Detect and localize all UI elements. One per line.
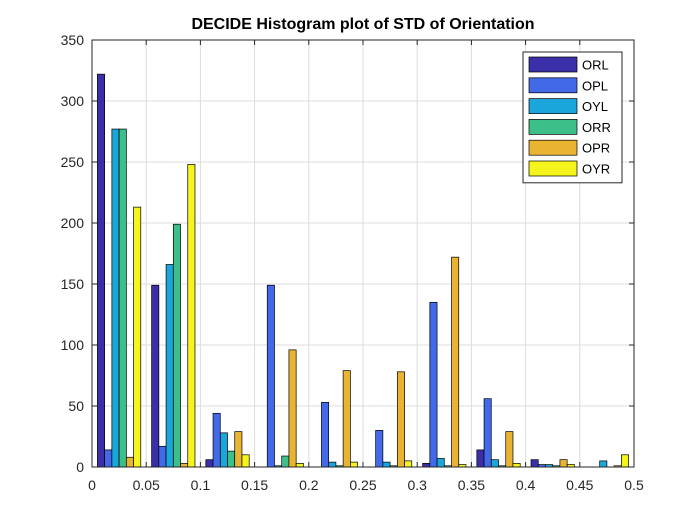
bar-oyr — [241, 454, 250, 468]
bar-orl — [530, 459, 539, 468]
bar-oyl — [436, 458, 445, 468]
x-tick-label: 0.05 — [133, 477, 160, 493]
y-tick-label: 200 — [61, 215, 85, 231]
bar-orl — [97, 73, 105, 468]
y-axis: 0 50 100 150 200 250 300 350 — [61, 32, 634, 475]
y-tick-label: 350 — [61, 32, 85, 48]
bar-opl — [266, 284, 275, 468]
bar-oyl — [490, 459, 499, 468]
y-tick-label: 50 — [68, 398, 84, 414]
legend-swatch — [528, 56, 578, 73]
bar-oyr — [404, 460, 413, 468]
bar-orl — [151, 284, 160, 468]
bar-oyr — [512, 462, 521, 468]
bar-opr — [505, 431, 514, 468]
bar-oyr — [133, 206, 142, 468]
x-tick-label: 0 — [88, 477, 96, 493]
legend-label: OYR — [582, 162, 610, 177]
y-tick-label: 100 — [61, 337, 85, 353]
x-tick-label: 0.1 — [191, 477, 211, 493]
y-tick-label: 250 — [61, 154, 85, 170]
legend-label: OPR — [582, 141, 610, 156]
bar-opl — [212, 412, 221, 468]
bar-orr — [281, 455, 290, 468]
legend-swatch — [528, 77, 578, 94]
bar-orr — [227, 450, 236, 468]
legend-label: OPL — [582, 78, 608, 93]
y-tick-label: 300 — [61, 93, 85, 109]
bar-opr — [342, 370, 351, 468]
x-tick-label: 0.45 — [566, 477, 593, 493]
y-tick-label: 0 — [76, 459, 84, 475]
bar-opl — [375, 430, 384, 468]
bar-orl — [205, 459, 214, 468]
bar-opr — [451, 256, 460, 468]
bar-opr — [396, 371, 405, 468]
legend-label: OYL — [582, 99, 608, 114]
x-tick-label: 0.25 — [349, 477, 376, 493]
legend-swatch — [528, 160, 578, 177]
x-tick-label: 0.35 — [458, 477, 485, 493]
legend-label: ORL — [582, 58, 609, 73]
bar-opl — [158, 445, 167, 468]
x-tick-label: 0.3 — [407, 477, 427, 493]
bar-oyr — [350, 461, 358, 468]
bar-oyl — [219, 432, 228, 468]
y-tick-label: 150 — [61, 276, 85, 292]
bar-orr — [172, 223, 181, 468]
bar-oyl — [599, 460, 608, 468]
bar-oyl — [328, 461, 337, 468]
x-axis: 0 0.05 0.1 0.15 0.2 0.25 0.3 0.35 0.4 0.45 0.5 — [88, 40, 644, 493]
bar-opl — [321, 401, 330, 468]
bar-opr — [234, 431, 243, 468]
bar-orl — [422, 462, 431, 468]
bar-oyr — [295, 462, 304, 468]
legend-swatch — [528, 139, 578, 156]
x-tick-label: 0.5 — [624, 477, 644, 493]
bar-orr — [118, 128, 127, 468]
bar-opl — [483, 398, 492, 468]
bar-oyl — [165, 264, 174, 468]
bar-opr — [288, 349, 297, 468]
bar-oyl — [382, 461, 391, 468]
bar-opr — [180, 462, 189, 468]
bar-opr — [559, 459, 568, 468]
bar-opr — [125, 456, 134, 468]
legend-swatch — [528, 119, 578, 135]
bar-oyr — [621, 454, 629, 468]
bar-opl — [429, 301, 438, 468]
bar-opl — [104, 449, 113, 468]
bar-oyl — [111, 128, 120, 468]
x-tick-label: 0.2 — [299, 477, 319, 493]
legend-label: ORR — [582, 120, 611, 135]
bars — [97, 73, 629, 468]
legend-swatch — [528, 98, 578, 114]
x-tick-label: 0.4 — [516, 477, 536, 493]
bar-oyr — [187, 164, 196, 468]
bar-orl — [476, 449, 485, 468]
x-tick-label: 0.15 — [241, 477, 268, 493]
chart-title: DECIDE Histogram plot of STD of Orientat… — [191, 16, 534, 33]
legend: ORL OPL OYL ORR OPR OYR — [522, 51, 623, 184]
